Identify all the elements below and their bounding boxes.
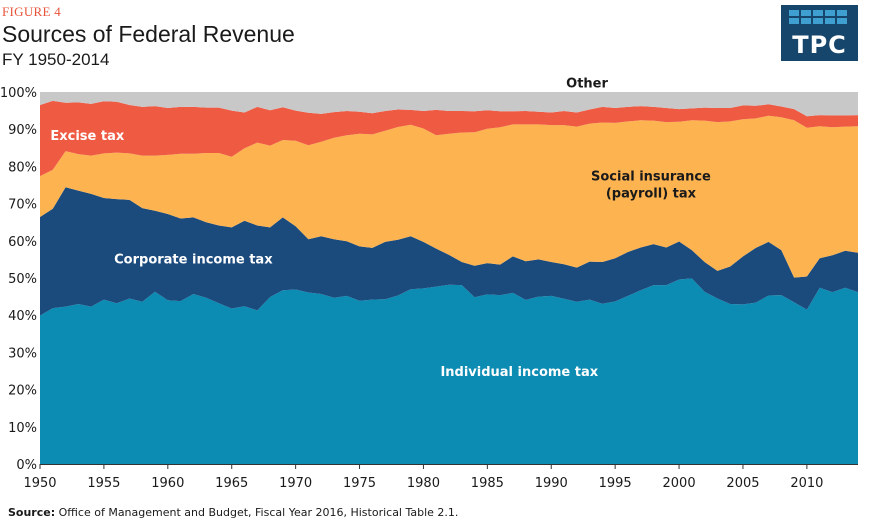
label-individual-income-tax: Individual income tax xyxy=(440,365,598,380)
area-series-group xyxy=(40,92,858,464)
figure-label: FIGURE 4 xyxy=(2,4,62,19)
label-excise-tax: Excise tax xyxy=(50,129,124,144)
y-tick-label: 20% xyxy=(8,384,37,399)
x-tick-label: 1965 xyxy=(215,476,248,491)
y-tick-label: 80% xyxy=(8,160,37,175)
y-tick-label: 100% xyxy=(0,86,37,101)
y-tick-label: 50% xyxy=(8,272,37,287)
logo-grid-icon xyxy=(789,10,847,24)
label-corporate-income-tax: Corporate income tax xyxy=(114,253,273,268)
axes-group: 0% 10% 20% 30% 40% 50% 60% 70% 80% 90% 100% 1950 195… xyxy=(0,86,858,491)
area-individual-income-tax xyxy=(40,278,858,464)
source-text: Office of Management and Budget, Fiscal … xyxy=(58,506,459,519)
x-tick-label: 1990 xyxy=(535,476,568,491)
area-social-insurance-payroll-tax xyxy=(40,115,858,278)
tpc-logo: TPC xyxy=(781,5,858,61)
x-tick-label: 1995 xyxy=(599,476,632,491)
label-social-insurance-payroll-tax: Social insurance xyxy=(591,170,711,185)
y-tick-label: 90% xyxy=(8,123,37,138)
area-excise-tax xyxy=(40,100,858,177)
y-tick-label: 0% xyxy=(16,458,37,473)
x-tick-label: 2005 xyxy=(726,476,759,491)
x-tick-label: 1985 xyxy=(471,476,504,491)
x-tick-label: 2010 xyxy=(790,476,823,491)
y-tick-label: 40% xyxy=(8,309,37,324)
annotation-group: Excise tax Social insurance(payroll) tax C… xyxy=(50,77,711,380)
y-tick-label: 70% xyxy=(8,198,37,213)
y-tick-label: 10% xyxy=(8,421,37,436)
x-tick-label: 1960 xyxy=(151,476,184,491)
x-tick-label: 1950 xyxy=(23,476,56,491)
source-label: Source: xyxy=(8,506,56,519)
label-other: Other xyxy=(566,77,608,92)
x-tick-label: 1980 xyxy=(407,476,440,491)
x-tick-label: 1975 xyxy=(343,476,376,491)
y-tick-label: 60% xyxy=(8,235,37,250)
logo-text: TPC xyxy=(792,31,847,59)
chart-subtitle: FY 1950-2014 xyxy=(2,50,110,69)
x-tick-label: 1955 xyxy=(87,476,120,491)
area-other xyxy=(40,92,858,117)
source-note: Source: Office of Management and Budget,… xyxy=(8,506,458,519)
area-corporate-income-tax xyxy=(40,187,858,316)
x-tick-label: 1970 xyxy=(279,476,312,491)
y-tick-label: 30% xyxy=(8,346,37,361)
chart-title: Sources of Federal Revenue xyxy=(2,21,295,47)
label-social-insurance-payroll-tax: (payroll) tax xyxy=(606,186,697,201)
x-tick-label: 2000 xyxy=(663,476,696,491)
